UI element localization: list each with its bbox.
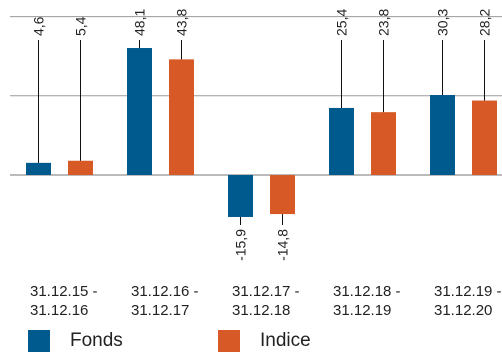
legend-item-fonds: Fonds [28, 329, 123, 353]
category-label: 31.12.15 - [30, 283, 98, 300]
bar-chart: 4,6 48,1 -15,9 25,4 30,3 5,4 43,8 -14,8 23,8 28,2… [10, 9, 502, 319]
data-label-fonds: 25,4 [334, 9, 350, 36]
bar-fonds [430, 95, 455, 175]
category-labels: 31.12.15 - 31.12.16 31.12.16 - 31.12.17 31.1… [30, 283, 502, 319]
bars [26, 48, 497, 217]
bar-indice [270, 175, 295, 215]
data-label-fonds: 48,1 [132, 9, 148, 36]
data-label-indice: -14,8 [275, 229, 291, 261]
bar-fonds [26, 162, 51, 175]
category-label: 31.12.18 [232, 302, 290, 319]
data-label-fonds: -15,9 [233, 229, 249, 261]
category-label: 31.12.19 - [434, 283, 502, 300]
legend-swatch-fonds [28, 330, 50, 352]
data-label-indice: 5,4 [73, 16, 89, 36]
bar-indice [68, 160, 93, 175]
bar-indice [472, 100, 497, 175]
data-label-indice: 28,2 [477, 9, 493, 36]
category-label: 31.12.19 [333, 302, 391, 319]
category-label: 31.12.17 - [232, 283, 300, 300]
bar-indice [371, 112, 396, 175]
legend-label-fonds: Fonds [70, 330, 123, 351]
bar-fonds [329, 107, 354, 175]
data-labels: 4,6 48,1 -15,9 25,4 30,3 5,4 43,8 -14,8 23,8 28,2 [31, 9, 493, 261]
category-label: 31.12.18 - [333, 283, 401, 300]
legend-swatch-indice [218, 330, 240, 352]
category-label: 31.12.20 [434, 302, 492, 319]
category-label: 31.12.16 [30, 302, 88, 319]
bar-indice [169, 59, 194, 176]
data-label-fonds: 30,3 [435, 9, 451, 36]
category-label: 31.12.17 [131, 302, 189, 319]
data-label-indice: 23,8 [376, 9, 392, 36]
bar-fonds [228, 175, 253, 217]
category-label: 31.12.16 - [131, 283, 199, 300]
bar-fonds [127, 48, 152, 175]
gridlines [10, 16, 502, 176]
legend-label-indice: Indice [260, 330, 311, 351]
legend-item-indice: Indice [218, 329, 311, 353]
data-label-indice: 43,8 [174, 9, 190, 36]
data-label-fonds: 4,6 [31, 16, 47, 36]
